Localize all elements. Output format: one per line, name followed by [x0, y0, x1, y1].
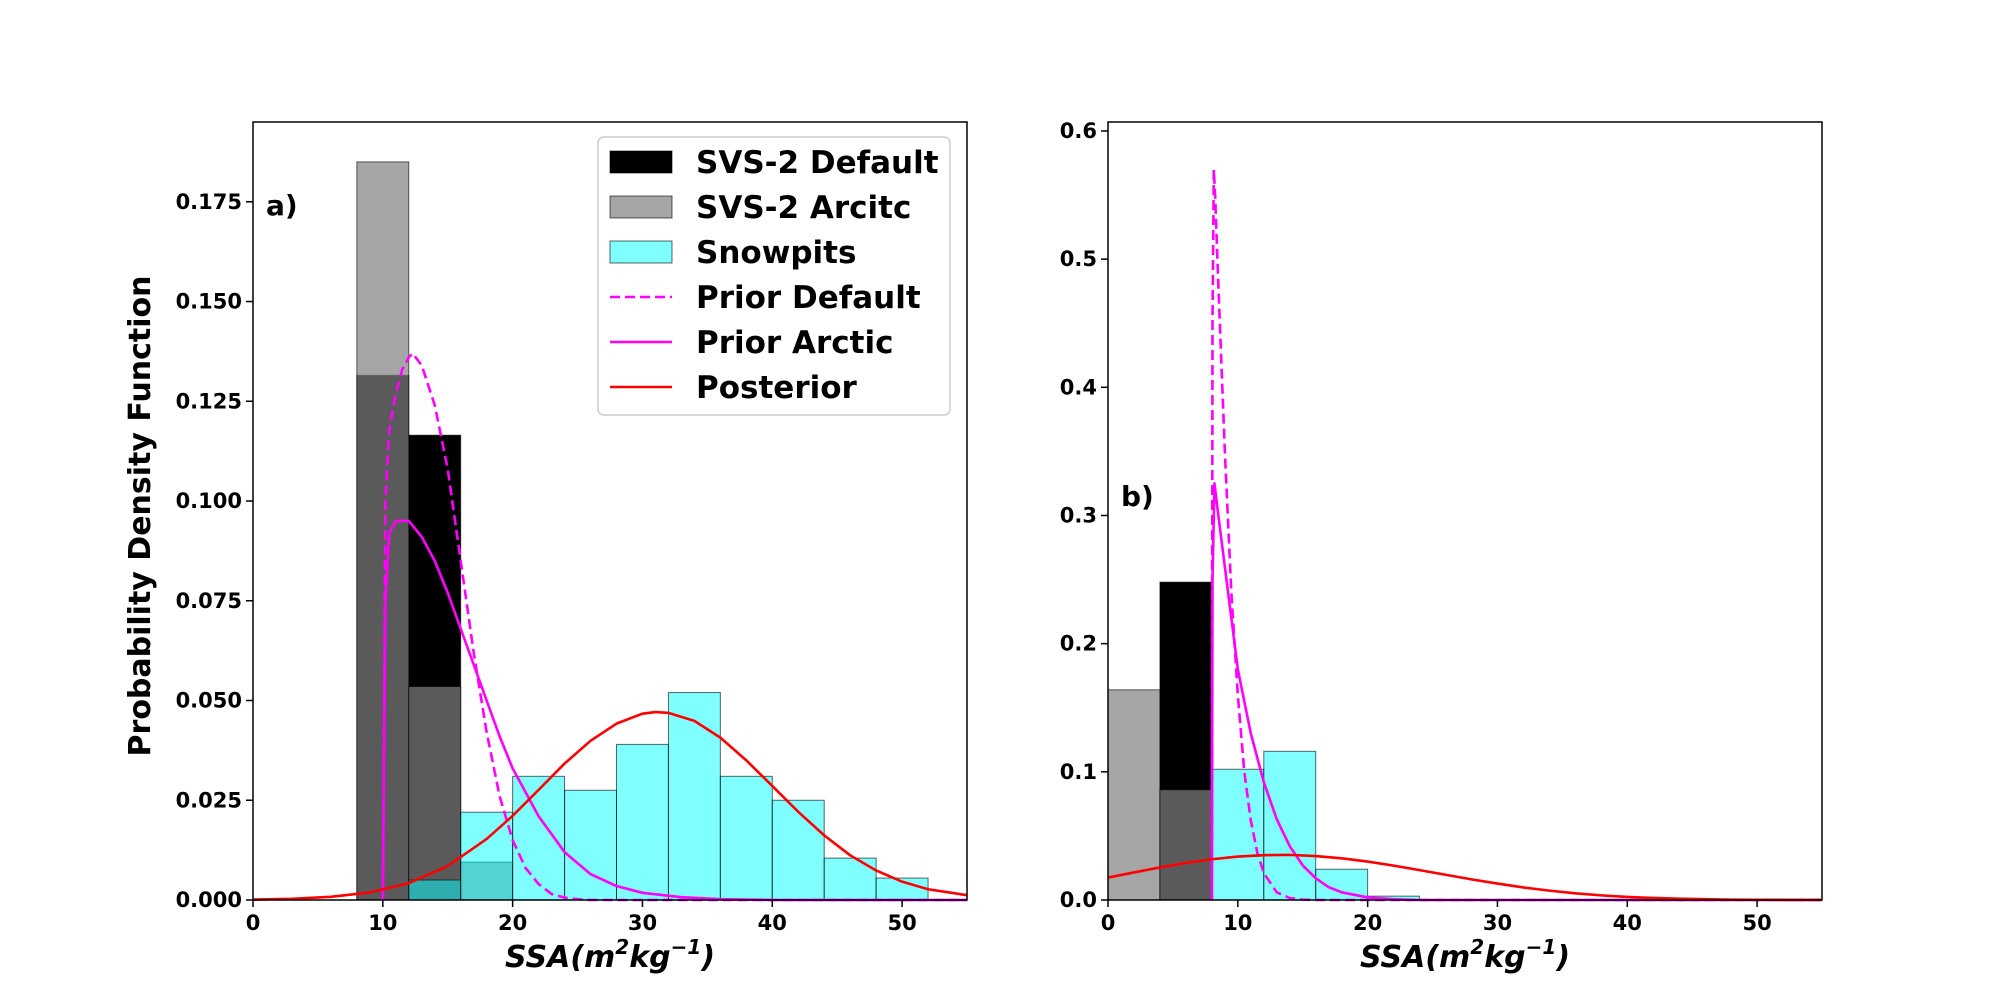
panel-a: 0 10 20 30 40 50 0.000 0.025 0.050 0.075 0.100 0.1…	[123, 121, 968, 975]
legend-swatch-snowpits	[609, 240, 673, 264]
legend-label-svs-2-default: SVS-2 Default	[696, 145, 939, 181]
hist-bar-svs-2-arcitc-a-1	[408, 686, 462, 901]
hist-bar-snowpits-a-6	[719, 775, 773, 901]
legend-swatch-svs-2-default	[609, 150, 673, 174]
histogram-bars-b	[1107, 581, 1421, 901]
hist-bar-snowpits-a-2	[512, 775, 566, 901]
x-tick-label-b: 50	[1742, 911, 1771, 935]
y-ticks-b: 0.0 0.1 0.2 0.3 0.4 0.5 0.6	[1060, 119, 1108, 912]
y-tick-label-b: 0.5	[1060, 247, 1097, 271]
hist-bar-svs-2-arcitc-b-1	[1159, 789, 1213, 901]
x-tick-label-b: 40	[1613, 911, 1642, 935]
hist-bar-snowpits-a-8	[823, 857, 877, 901]
y-ticks-a: 0.000 0.025 0.050 0.075 0.100 0.125 0.150 0.175	[176, 190, 253, 912]
hist-bar-snowpits-a-1	[460, 811, 514, 901]
hist-bar-snowpits-a-5	[667, 692, 721, 901]
x-tick-label-a: 20	[498, 911, 527, 935]
curve-prior-default-b	[1210, 168, 1822, 902]
y-tick-label-b: 0.3	[1060, 503, 1097, 527]
legend-box	[597, 136, 951, 416]
y-tick-label-b: 0.0	[1060, 888, 1097, 912]
density-curves-b	[1107, 168, 1823, 902]
y-tick-label-a: 0.175	[176, 190, 242, 214]
x-tick-label-a: 40	[758, 911, 787, 935]
x-tick-label-b: 30	[1483, 911, 1512, 935]
x-ticks-a: 0 10 20 30 40 50	[246, 900, 917, 935]
x-axis-title-a: SSA(m2kg−1)	[505, 935, 715, 975]
panel-label-a: a)	[266, 189, 298, 222]
y-tick-label-a: 0.000	[176, 888, 242, 912]
y-tick-label-b: 0.2	[1060, 632, 1097, 656]
y-tick-label-a: 0.050	[176, 689, 242, 713]
curve-prior-arctic-a	[381, 519, 967, 902]
legend-label-posterior: Posterior	[696, 370, 858, 406]
y-tick-label-a: 0.075	[176, 589, 242, 613]
y-tick-label-a: 0.150	[176, 290, 242, 314]
y-tick-label-b: 0.6	[1060, 119, 1097, 143]
panel-label-b: b)	[1121, 480, 1154, 513]
x-axis-title-b: SSA(m2kg−1)	[1360, 935, 1570, 975]
x-tick-label-b: 10	[1223, 911, 1252, 935]
y-tick-label-a: 0.100	[176, 489, 242, 513]
density-curves-a	[252, 352, 968, 902]
legend-label-snowpits: Snowpits	[696, 235, 856, 271]
legend: SVS-2 Default SVS-2 Arcitc Snowpits Prior D…	[597, 136, 951, 416]
histogram-bars-a	[356, 161, 929, 901]
legend-label-prior-arctic: Prior Arctic	[696, 325, 894, 361]
curve-prior-arctic-b	[1210, 482, 1822, 902]
curve-posterior-b	[1107, 853, 1823, 902]
x-tick-label-b: 20	[1353, 911, 1382, 935]
y-tick-label-b: 0.4	[1060, 375, 1097, 399]
legend-label-svs-2-arcitc: SVS-2 Arcitc	[696, 190, 911, 226]
x-tick-label-b: 0	[1101, 911, 1116, 935]
curve-prior-default-a	[381, 352, 967, 902]
x-tick-label-a: 0	[246, 911, 261, 935]
x-tick-label-a: 50	[887, 911, 916, 935]
hist-bar-snowpits-b-0	[1211, 768, 1265, 901]
legend-label-prior-default: Prior Default	[696, 280, 921, 316]
plot-frame-b	[1107, 121, 1823, 901]
x-ticks-b: 0 10 20 30 40 50	[1101, 900, 1772, 935]
x-tick-label-a: 30	[628, 911, 657, 935]
plot-frame-a	[252, 121, 968, 901]
hist-bar-snowpits-a-0	[408, 879, 462, 901]
hist-bar-snowpits-a-4	[615, 743, 669, 901]
y-axis-title-a: Probability Density Function	[123, 276, 158, 757]
y-tick-label-a: 0.125	[176, 389, 242, 413]
hist-bar-svs-2-arcitc-a-0	[356, 161, 410, 901]
y-tick-label-a: 0.025	[176, 788, 242, 812]
legend-swatch-svs-2-arcitc	[609, 195, 673, 219]
hist-bar-snowpits-a-7	[771, 799, 825, 901]
curve-posterior-a	[252, 710, 968, 901]
x-tick-label-a: 10	[368, 911, 397, 935]
panel-b: 0 10 20 30 40 50 0.0 0.1 0.2 0.3 0.4 0.5 0.6 b) SSA…	[1060, 119, 1823, 975]
hist-bar-snowpits-b-1	[1263, 750, 1317, 901]
y-tick-label-b: 0.1	[1060, 760, 1097, 784]
